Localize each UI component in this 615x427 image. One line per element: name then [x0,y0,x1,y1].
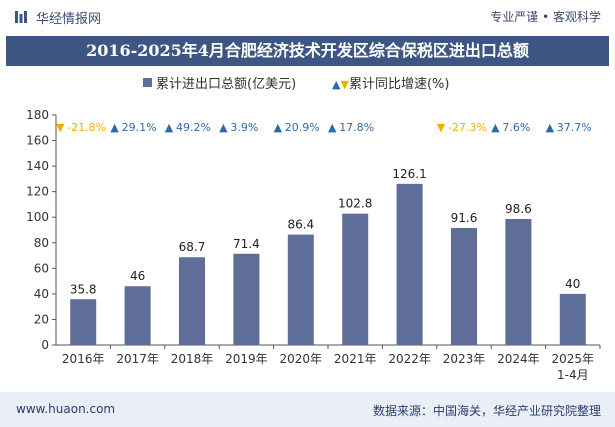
y-tick-label: 80 [34,236,49,250]
y-tick-label: 140 [26,159,49,173]
top-bar: 华经情报网 专业严谨 • 客观科学 [0,0,615,34]
legend-label-growth: 累计同比增速(%) [348,77,450,92]
y-tick-label: 120 [26,185,49,199]
brand-logo-icon [15,11,27,23]
chart-title: 2016-2025年4月合肥经济技术开发区综合保税区进出口总额 [86,41,529,60]
x-tick-label: 2019年 [225,352,268,366]
x-tick-label: 2024年 [497,352,540,366]
growth-up-triangle-icon: ▲ [165,121,174,134]
bar-value-label: 71.4 [233,237,260,251]
legend-triangle-down-icon: ▼ [340,78,349,91]
bar-value-label: 35.8 [70,282,97,296]
growth-rate-label: 49.2% [176,121,211,134]
bar [505,219,532,345]
y-tick-label: 20 [34,312,49,326]
growth-up-triangle-icon: ▲ [546,121,555,134]
growth-rate-label: -21.8% [67,121,106,134]
legend-swatch-bar [143,78,152,87]
legend-label-total: 累计进出口总额(亿美元) [156,77,297,92]
footer-site-url: www.huaon.com [16,402,116,416]
x-tick-label: 2020年 [280,352,323,366]
growth-up-triangle-icon: ▲ [328,121,337,134]
y-tick-label: 0 [41,338,49,352]
y-tick-label: 60 [34,261,49,275]
growth-up-triangle-icon: ▲ [110,121,119,134]
y-tick-label: 160 [26,134,49,148]
growth-rate-label: 20.9% [285,121,320,134]
y-tick-label: 180 [26,108,49,122]
y-tick-label: 100 [26,210,49,224]
x-tick-label: 2022年 [388,352,431,366]
footer-bar: www.huaon.com 数据来源：中国海关，华经产业研究院整理 [0,392,615,427]
x-tick-label: 2018年 [171,352,214,366]
chart-legend: 累计进出口总额(亿美元) ▲▼累计同比增速(%) [0,73,615,93]
growth-up-triangle-icon: ▲ [491,121,500,134]
bar-value-label: 126.1 [392,167,426,181]
bar-value-label: 68.7 [179,240,206,254]
footer-data-source: 数据来源：中国海关，华经产业研究院整理 [372,404,601,418]
bar [70,299,97,345]
bar-value-label: 40 [565,277,580,291]
bar [179,257,205,345]
bar-value-label: 86.4 [287,218,314,232]
brand-tagline: 专业严谨 • 客观科学 [490,10,601,24]
bar-value-label: 46 [130,269,145,283]
title-bar: 2016-2025年4月合肥经济技术开发区综合保税区进出口总额 [6,36,609,66]
legend-item-growth: ▲▼累计同比增速(%) [332,73,449,92]
x-tick-label: 2021年 [334,352,377,366]
x-tick-label: 2023年 [443,352,486,366]
bar [342,213,369,345]
x-tick-label: 2016年 [62,352,105,366]
bar-value-label: 102.8 [338,197,372,211]
bar [233,253,260,345]
y-tick-label: 40 [34,287,49,301]
growth-rate-label: 37.7% [557,121,592,134]
growth-rate-label: -27.3% [448,121,487,134]
growth-down-triangle-icon: ▼ [437,121,446,134]
x-tick-label: 1-4月 [557,368,589,382]
bar [451,227,477,345]
legend-item-total: 累计进出口总额(亿美元) [143,73,296,92]
bar-value-label: 98.6 [505,202,532,216]
bar [124,286,151,345]
bar [287,234,314,345]
growth-up-triangle-icon: ▲ [219,121,228,134]
x-tick-label: 2017年 [116,352,159,366]
x-tick-label: 2025年 [552,352,595,366]
brand-name: 华经情报网 [36,12,102,27]
growth-rate-label: 17.8% [339,121,374,134]
legend-triangle-up-icon: ▲ [332,78,341,91]
bar-value-label: 91.6 [451,211,478,225]
bar [396,183,423,345]
growth-rate-label: 7.6% [502,121,530,134]
growth-down-triangle-icon: ▼ [56,121,65,134]
growth-up-triangle-icon: ▲ [274,121,283,134]
growth-rate-label: 29.1% [122,121,157,134]
growth-rate-label: 3.9% [230,121,258,134]
bar [559,293,586,345]
